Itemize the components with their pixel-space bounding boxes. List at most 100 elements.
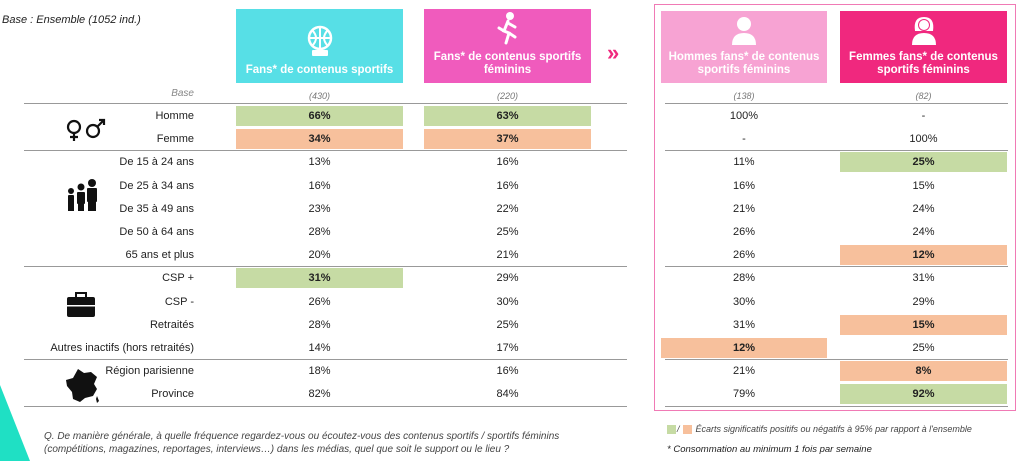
- column-title: Fans* de contenus sportifs: [245, 64, 394, 76]
- table-cell: 24%: [912, 202, 935, 215]
- base-count: (220): [496, 91, 518, 101]
- column-header-men-female-sport-fans: Hommes fans* de contenus sportifs fémini…: [661, 11, 827, 83]
- column-title: Hommes fans* de contenus sportifs fémini…: [668, 51, 820, 76]
- table-cell: 18%: [308, 365, 331, 378]
- table-cell: 13%: [308, 156, 331, 169]
- table-cell: 84%: [496, 388, 519, 401]
- row-label: Autres inactifs (hors retraités): [50, 342, 194, 354]
- table-cell: 31%: [912, 272, 935, 285]
- row-label: 65 ans et plus: [125, 249, 195, 262]
- table-cell: 16%: [496, 179, 519, 192]
- table-cell: 15%: [840, 314, 1007, 335]
- legend-text: Écarts significatifs positifs ou négatif…: [695, 424, 972, 434]
- legend-negative-swatch: [682, 424, 692, 434]
- table-cell: 100%: [729, 110, 759, 122]
- table-cell: 21%: [732, 365, 756, 378]
- table-cell: 15%: [912, 179, 935, 192]
- table-cell: 24%: [912, 226, 935, 238]
- table-top-divider: [665, 103, 1008, 104]
- table-cell: 28%: [732, 272, 756, 285]
- legend: / Écarts significatifs positifs ou négat…: [667, 424, 972, 434]
- table-cell: 31%: [732, 318, 756, 331]
- table-cell: 25%: [840, 152, 1007, 173]
- table-cell: 37%: [424, 129, 591, 150]
- group-divider: [24, 405, 627, 407]
- base-count: (430): [308, 91, 330, 101]
- legend-separator: /: [677, 424, 680, 434]
- table-cell: 25%: [912, 342, 935, 354]
- table-cell: 66%: [236, 106, 403, 126]
- table-cell: 29%: [496, 272, 519, 285]
- footnote: * Consommation au minimum 1 fois par sem…: [667, 444, 872, 455]
- briefcase-icon: [67, 292, 95, 317]
- table-cell: 11%: [733, 156, 755, 169]
- group-divider: [665, 359, 1008, 361]
- table-cell: 22%: [496, 202, 519, 215]
- table-cell: 30%: [732, 295, 756, 308]
- table-cell: 63%: [424, 106, 591, 126]
- table-cell: 34%: [236, 129, 403, 150]
- group-divider: [665, 150, 1008, 152]
- table-cell: 12%: [840, 245, 1007, 266]
- comparison-box: [654, 4, 1016, 411]
- row-label: CSP -: [164, 295, 194, 308]
- table-cell: 16%: [496, 156, 519, 169]
- table-cell: 28%: [308, 226, 331, 238]
- row-label: Retraités: [149, 318, 194, 331]
- table-cell: 16%: [732, 179, 756, 192]
- man-avatar-icon: [732, 17, 756, 45]
- table-cell: -: [742, 133, 746, 146]
- base-label: Base: [171, 88, 194, 99]
- group-divider: [665, 405, 1008, 407]
- column-title: Femmes fans* de contenus sportifs fémini…: [849, 51, 998, 76]
- woman-avatar-icon: [911, 17, 936, 45]
- column-header-female-sport-fans: Fans* de contenus sportifs féminins: [424, 9, 591, 83]
- base-count: (138): [733, 91, 755, 101]
- gender-symbols-icon: [66, 118, 106, 141]
- female-runner-icon: [497, 12, 516, 45]
- column-header-sport-fans: Fans* de contenus sportifs: [236, 9, 403, 83]
- group-divider: [24, 266, 627, 268]
- table-cell: 26%: [732, 226, 756, 238]
- row-label: CSP +: [162, 272, 194, 285]
- table-cell: 14%: [308, 342, 331, 354]
- table-cell: 79%: [732, 388, 756, 401]
- table-cell: 30%: [496, 295, 519, 308]
- group-divider: [24, 150, 627, 152]
- group-divider: [24, 359, 627, 361]
- row-label: Femme: [156, 133, 194, 146]
- table-cell: 20%: [308, 249, 331, 262]
- table-cell: 17%: [496, 342, 519, 354]
- table-cell: -: [921, 110, 926, 122]
- base-count: (82): [915, 91, 932, 101]
- table-cell: 23%: [308, 202, 331, 215]
- table-cell: 16%: [496, 365, 519, 378]
- base-note: Base : Ensemble (1052 ind.): [2, 14, 141, 26]
- table-cell: 31%: [236, 268, 403, 289]
- row-label: Homme: [155, 110, 194, 122]
- age-people-icon: [68, 179, 97, 211]
- row-label: De 35 à 49 ans: [119, 202, 194, 215]
- legend-positive-swatch: [667, 424, 676, 434]
- survey-question: Q. De manière générale, à quelle fréquen…: [44, 431, 560, 455]
- row-label: De 50 à 64 ans: [119, 226, 194, 238]
- table-cell: 25%: [496, 226, 519, 238]
- table-cell: 21%: [732, 202, 756, 215]
- row-label: De 15 à 24 ans: [119, 156, 194, 169]
- table-cell: 26%: [732, 249, 756, 262]
- basketball-icon: [307, 25, 332, 56]
- teal-corner-decoration: [0, 385, 30, 461]
- group-divider: [665, 266, 1008, 268]
- table-cell: 29%: [912, 295, 935, 308]
- france-map-icon: [66, 369, 99, 403]
- table-cell: 82%: [308, 388, 331, 401]
- table-cell: 92%: [840, 384, 1007, 405]
- table-cell: 28%: [308, 318, 331, 331]
- table-cell: 25%: [496, 318, 519, 331]
- table-cell: 26%: [308, 295, 331, 308]
- chevron-right-icon: »: [607, 40, 619, 65]
- table-top-divider: [24, 103, 627, 104]
- table-cell: 21%: [496, 249, 519, 262]
- table-cell: 12%: [661, 338, 827, 358]
- table-cell: 8%: [840, 361, 1007, 382]
